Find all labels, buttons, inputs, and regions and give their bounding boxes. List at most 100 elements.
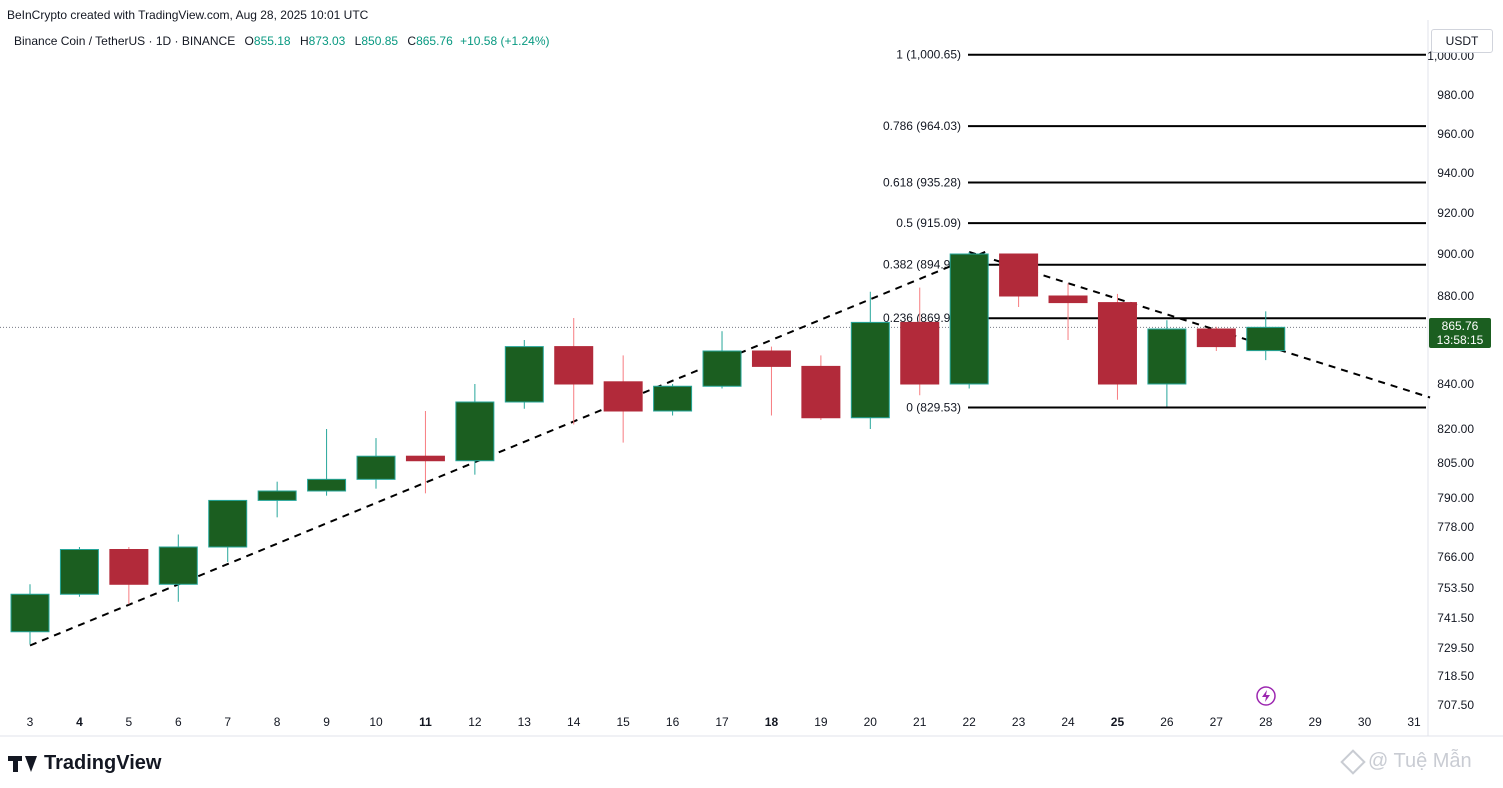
candle-down[interactable] [999, 253, 1039, 307]
tradingview-logo[interactable]: TradingView [8, 752, 161, 775]
fib-level-label: 0.618 (935.28) [883, 175, 961, 189]
x-tick-label: 12 [468, 715, 482, 729]
candle-up[interactable] [59, 547, 99, 597]
watermark: @ Tuệ Mẫn [1340, 748, 1472, 775]
trend-line-ascending[interactable] [29, 251, 986, 647]
candle-down[interactable] [405, 411, 445, 494]
candle-body [999, 253, 1039, 297]
open-label: O [244, 34, 254, 48]
candle-down[interactable] [801, 355, 841, 420]
brand-name: TradingView [44, 752, 162, 774]
y-tick-label: 718.50 [1437, 669, 1474, 683]
change-value: +10.58 (+1.24%) [460, 34, 550, 48]
candle-body [751, 350, 791, 367]
x-tick-label: 16 [666, 715, 680, 729]
candle-body [801, 365, 841, 419]
candle-up[interactable] [1147, 320, 1187, 407]
candle-up[interactable] [356, 438, 396, 489]
candle-up[interactable] [158, 534, 198, 602]
y-tick-label: 805.00 [1437, 456, 1474, 470]
close-label: C [407, 34, 417, 48]
close-value: 865.76 [416, 34, 453, 48]
candle-body [1097, 302, 1137, 385]
watermark-text: @ Tuệ Mẫn [1368, 750, 1472, 772]
x-tick-label: 13 [518, 715, 532, 729]
y-tick-label: 880.00 [1437, 289, 1474, 303]
y-tick-label: 707.50 [1437, 698, 1474, 712]
fib-level-label: 1 (1,000.65) [896, 48, 961, 62]
x-tick-label: 20 [864, 715, 878, 729]
y-tick-label: 820.00 [1437, 422, 1474, 436]
x-tick-label: 21 [913, 715, 927, 729]
candle-body [900, 321, 940, 385]
candle-down[interactable] [109, 547, 149, 605]
candle-body [455, 401, 495, 462]
candle-down[interactable] [1048, 283, 1088, 340]
candle-body [653, 385, 693, 412]
candle-up[interactable] [10, 584, 50, 645]
y-tick-label: 920.00 [1437, 206, 1474, 220]
candle-down[interactable] [900, 287, 940, 396]
candle-up[interactable] [949, 251, 989, 389]
candle-body [1147, 328, 1187, 385]
symbol-name[interactable]: Binance Coin / TetherUS · 1D · BINANCE [14, 34, 236, 48]
x-tick-label: 24 [1061, 715, 1075, 729]
candle-up[interactable] [307, 429, 347, 496]
candle-up[interactable] [850, 291, 890, 429]
low-label: L [354, 34, 362, 48]
candle-up[interactable] [504, 340, 544, 409]
candle-up[interactable] [208, 499, 248, 562]
y-tick-label: 790.00 [1437, 491, 1474, 505]
candle-body [10, 593, 50, 633]
watermark-diamond-icon [1340, 748, 1366, 775]
candle-up[interactable] [257, 481, 297, 518]
bar-countdown: 13:58:15 [1436, 333, 1484, 347]
candle-body [504, 346, 544, 403]
candle-down[interactable] [554, 318, 594, 425]
candle-up[interactable] [653, 384, 693, 416]
trend-line-descending[interactable] [968, 250, 1431, 399]
x-tick-label: 17 [715, 715, 729, 729]
candle-down[interactable] [1196, 326, 1236, 351]
x-tick-label: 31 [1407, 715, 1421, 729]
y-tick-label: 840.00 [1437, 377, 1474, 391]
candle-up[interactable] [455, 384, 495, 475]
candle-down[interactable] [1097, 293, 1137, 400]
candle-body [59, 549, 99, 595]
x-tick-label: 25 [1111, 715, 1125, 729]
candle-body [158, 546, 198, 585]
x-tick-label: 19 [814, 715, 828, 729]
candle-down[interactable] [603, 355, 643, 443]
x-tick-label: 6 [175, 715, 182, 729]
x-tick-label: 7 [224, 715, 231, 729]
lightning-icon[interactable] [1256, 686, 1276, 706]
fib-level-label: 0.236 (869.91) [883, 311, 961, 325]
x-tick-label: 9 [323, 715, 330, 729]
candle-body [208, 499, 248, 548]
tradingview-mark-icon [8, 754, 38, 774]
x-tick-label: 27 [1210, 715, 1224, 729]
candle-up[interactable] [702, 331, 742, 389]
x-tick-label: 28 [1259, 715, 1273, 729]
y-tick-label: 778.00 [1437, 520, 1474, 534]
fib-level-label: 0.5 (915.09) [896, 216, 961, 230]
candle-body [257, 490, 297, 501]
symbol-legend: Binance Coin / TetherUS · 1D · BINANCE O… [14, 34, 550, 48]
y-tick-label: 900.00 [1437, 247, 1474, 261]
currency-selector[interactable]: USDT [1431, 29, 1493, 53]
candle-body [603, 381, 643, 412]
x-tick-label: 10 [369, 715, 383, 729]
candle-body [554, 346, 594, 385]
y-tick-label: 960.00 [1437, 127, 1474, 141]
candle-body [307, 478, 347, 492]
candle-body [405, 455, 445, 462]
y-tick-label: 940.00 [1437, 166, 1474, 180]
candle-body [1048, 295, 1088, 304]
candle-down[interactable] [751, 346, 791, 416]
y-tick-label: 741.50 [1437, 611, 1474, 625]
low-value: 850.85 [361, 34, 399, 48]
candle-body [356, 455, 396, 480]
open-value: 855.18 [253, 34, 291, 48]
candle-up[interactable] [1246, 311, 1286, 361]
